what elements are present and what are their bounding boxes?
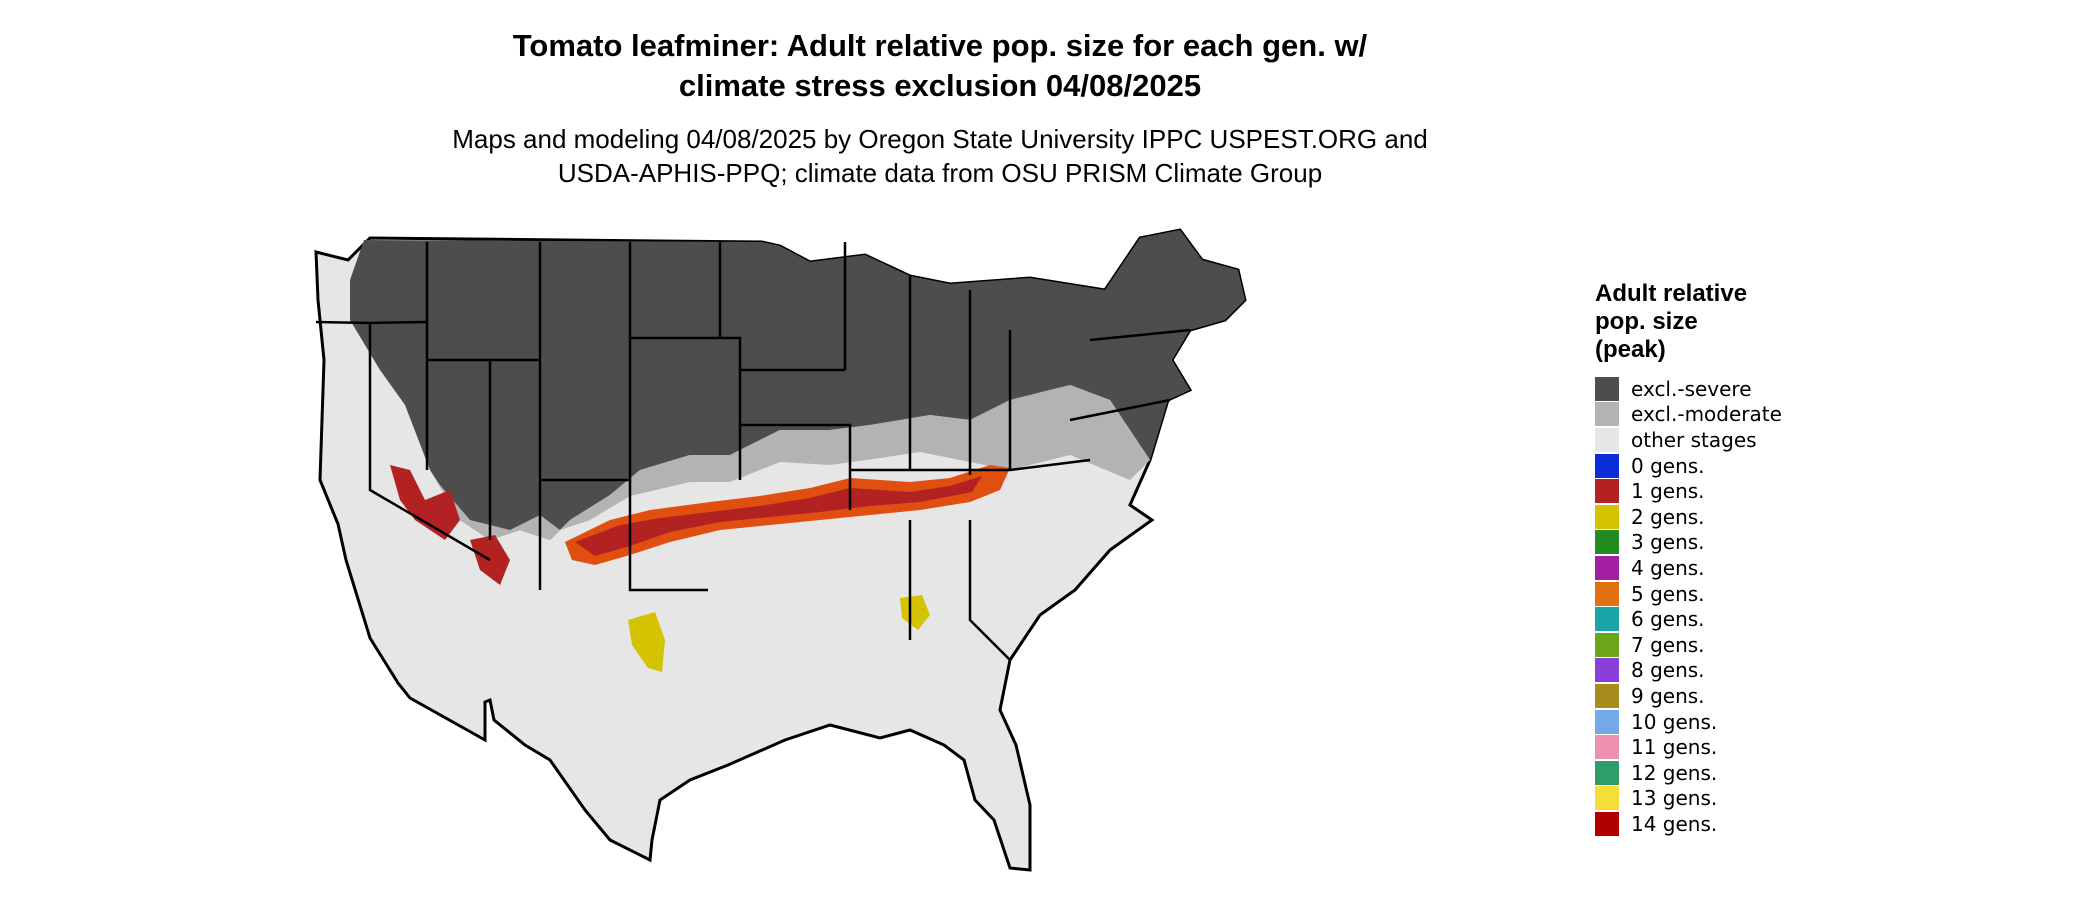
legend-item: 2 gens. (1595, 504, 2075, 530)
legend-items: excl.-severe excl.-moderate other stages… (1595, 376, 2075, 837)
legend-label: excl.-severe (1631, 376, 1752, 401)
map-title-line2: climate stress exclusion 04/08/2025 (678, 68, 1202, 103)
us-map-svg (314, 228, 1247, 872)
legend-swatch (1595, 376, 1619, 401)
legend-label: 12 gens. (1631, 760, 1718, 785)
legend-label: other stages (1631, 427, 1757, 452)
legend-item: excl.-severe (1595, 376, 2075, 402)
legend-swatch (1595, 427, 1619, 452)
us-map (310, 220, 1570, 892)
state-borders (315, 242, 1191, 661)
legend-label: 10 gens. (1631, 709, 1718, 734)
legend-swatch (1595, 504, 1619, 529)
legend-swatch (1595, 709, 1619, 734)
legend-title-line3: (peak) (1595, 336, 1666, 363)
legend-item: 14 gens. (1595, 811, 2075, 837)
zone-2-gens-texas (628, 612, 665, 672)
legend-label: 13 gens. (1631, 786, 1718, 811)
map-subtitle: Maps and modeling 04/08/2025 by Oregon S… (0, 122, 1880, 190)
legend-label: 4 gens. (1631, 555, 1705, 580)
legend-item: 7 gens. (1595, 632, 2075, 658)
legend-swatch (1595, 402, 1619, 427)
legend-item: 1 gens. (1595, 478, 2075, 504)
legend-swatch (1595, 658, 1619, 683)
legend-label: 9 gens. (1631, 683, 1705, 708)
legend-label: 6 gens. (1631, 607, 1705, 632)
legend-label: 3 gens. (1631, 530, 1705, 555)
zone-1-gen (575, 476, 982, 556)
legend-label: excl.-moderate (1631, 402, 1782, 427)
legend-title-line2: pop. size (1595, 308, 1698, 335)
legend-swatch (1595, 760, 1619, 785)
legend-swatch (1595, 479, 1619, 504)
map-subtitle-line2: USDA-APHIS-PPQ; climate data from OSU PR… (557, 158, 1323, 188)
legend-swatch (1595, 581, 1619, 606)
legend-item: 3 gens. (1595, 530, 2075, 556)
map-title-line1: Tomato leafminer: Adult relative pop. si… (512, 28, 1368, 63)
legend-item: 5 gens. (1595, 581, 2075, 607)
zone-2-gens-florida (900, 595, 930, 630)
legend-swatch (1595, 453, 1619, 478)
legend-title-line1: Adult relative (1595, 280, 1748, 307)
legend-label: 2 gens. (1631, 504, 1705, 529)
legend-title: Adult relative pop. size (peak) (1595, 280, 2075, 364)
legend-item: 0 gens. (1595, 453, 2075, 479)
legend-swatch (1595, 683, 1619, 708)
map-subtitle-line1: Maps and modeling 04/08/2025 by Oregon S… (452, 124, 1428, 154)
legend-item: 8 gens. (1595, 658, 2075, 684)
legend-label: 14 gens. (1631, 811, 1718, 836)
legend-swatch (1595, 735, 1619, 760)
map-legend: Adult relative pop. size (peak) excl.-se… (1595, 280, 2075, 837)
legend-label: 8 gens. (1631, 658, 1705, 683)
legend-item: 11 gens. (1595, 734, 2075, 760)
legend-swatch (1595, 530, 1619, 555)
legend-label: 1 gens. (1631, 479, 1705, 504)
legend-item: 13 gens. (1595, 786, 2075, 812)
legend-label: 0 gens. (1631, 453, 1705, 478)
legend-swatch (1595, 786, 1619, 811)
legend-item: 6 gens. (1595, 606, 2075, 632)
legend-item: 4 gens. (1595, 555, 2075, 581)
legend-label: 7 gens. (1631, 632, 1705, 657)
legend-item: other stages (1595, 427, 2075, 453)
zone-1-gen-southwest (390, 465, 460, 540)
legend-item: 10 gens. (1595, 709, 2075, 735)
legend-item: excl.-moderate (1595, 402, 2075, 428)
legend-swatch (1595, 811, 1619, 836)
legend-item: 9 gens. (1595, 683, 2075, 709)
zone-excl-severe (350, 230, 1245, 540)
legend-swatch (1595, 555, 1619, 580)
legend-label: 11 gens. (1631, 735, 1718, 760)
legend-swatch (1595, 632, 1619, 657)
legend-swatch (1595, 607, 1619, 632)
map-title: Tomato leafminer: Adult relative pop. si… (0, 26, 1880, 106)
legend-label: 5 gens. (1631, 581, 1705, 606)
legend-item: 12 gens. (1595, 760, 2075, 786)
